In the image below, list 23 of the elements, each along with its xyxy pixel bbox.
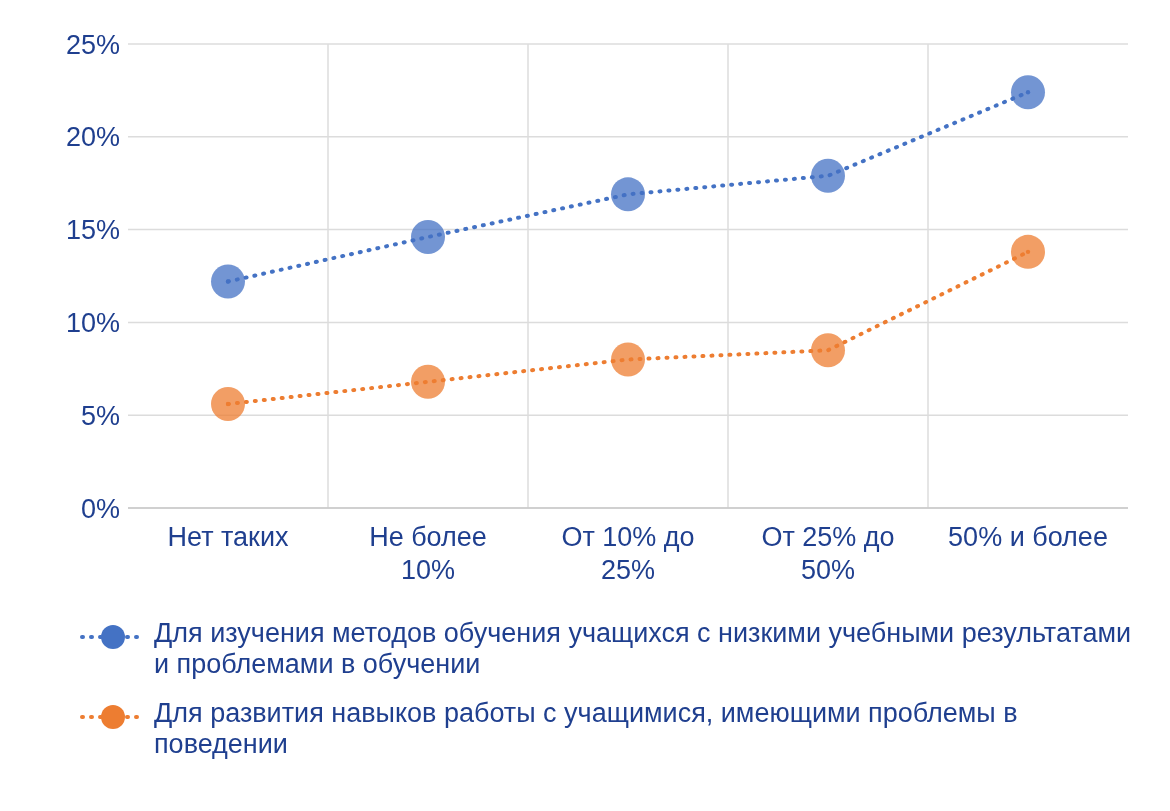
y-tick-label: 25% xyxy=(65,29,120,60)
x-tick-label: Не более 10% xyxy=(369,522,487,585)
point xyxy=(811,158,848,193)
x-tick-label: Нет таких xyxy=(167,522,289,552)
point xyxy=(611,177,648,212)
x-tick-label: От 10% до 25% xyxy=(561,522,695,585)
point xyxy=(211,387,248,422)
point xyxy=(811,333,848,368)
legend-label: Для изучения методов обучения учащихся с низкими учебными результатами и проблемами в обучении xyxy=(154,618,1133,680)
point xyxy=(1011,75,1048,110)
point xyxy=(411,220,448,255)
y-tick-label: 10% xyxy=(65,307,120,338)
legend-label: Для развития навыков работы с учащимися, имеющими проблемы в поведении xyxy=(154,698,1019,760)
y-tick-label: 20% xyxy=(65,122,120,153)
x-tick-label: 50% и более xyxy=(948,522,1108,552)
y-tick-label: 5% xyxy=(80,400,120,431)
point xyxy=(1011,234,1048,269)
point xyxy=(611,342,648,377)
point xyxy=(411,364,448,399)
y-tick-label: 0% xyxy=(80,493,120,524)
y-tick-label: 15% xyxy=(65,215,120,246)
x-tick-label: От 25% до 50% xyxy=(761,522,895,585)
point xyxy=(211,264,248,299)
